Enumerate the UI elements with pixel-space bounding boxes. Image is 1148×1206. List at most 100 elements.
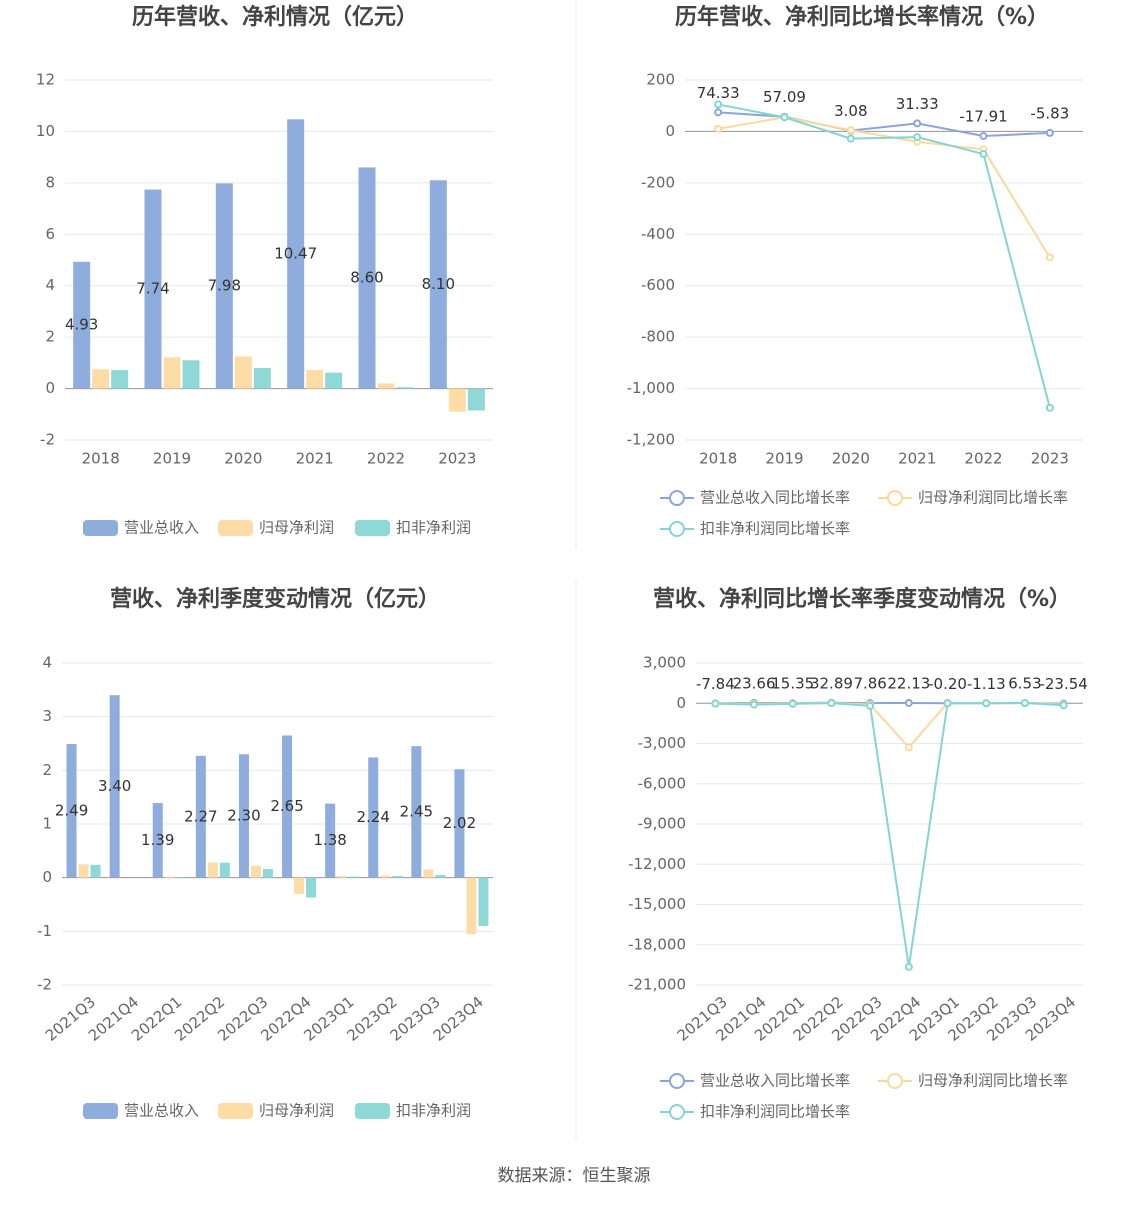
bar [423,869,434,878]
chart-title: 历年营收、净利情况（亿元） [132,4,418,30]
legend-swatch [83,520,118,536]
bar [380,875,391,878]
y-tick-label: 1 [42,815,52,833]
bar [392,876,403,878]
data-label: 2.02 [443,814,476,832]
legend-swatch [355,520,390,536]
point [1059,701,1068,710]
legend-label: 营业总收入 [124,1102,199,1120]
point [1045,403,1054,412]
y-tick-label: -12,000 [628,855,686,873]
data-label: 23.66 [733,674,776,692]
point [979,132,988,141]
data-label: 4.93 [65,316,98,334]
y-tick-label: 200 [646,71,675,89]
point [714,124,723,133]
bar [287,119,305,389]
data-label: -0.20 [928,675,967,693]
chart-title: 历年营收、净利同比增长率情况（%） [675,4,1049,30]
bar [454,769,465,878]
bar [411,746,422,878]
point [711,699,720,708]
bar [238,754,249,878]
y-tick-label: 0 [665,122,675,140]
data-label: 1.39 [141,831,174,849]
bar [435,874,446,878]
y-tick-label: 10 [36,122,55,140]
point [714,108,723,117]
y-tick-label: 0 [676,694,686,712]
bar [66,744,77,878]
y-tick-label: -18,000 [628,935,686,953]
bar [109,695,120,878]
bar [306,877,317,898]
bar [448,388,466,412]
point [827,699,836,708]
x-tick-label: 2021 [296,450,334,468]
bar [337,876,348,878]
bar [152,803,163,878]
bar [207,862,218,878]
bar [396,387,414,389]
point [913,133,922,142]
bar [92,369,110,389]
point [1020,698,1029,707]
legend-swatch [669,1104,685,1120]
x-tick-label: 2022 [964,450,1002,468]
line [715,701,1064,750]
y-tick-label: -1 [37,922,52,940]
y-tick-label: -1,200 [627,431,675,449]
bar [111,370,129,389]
y-tick-label: -200 [641,173,675,191]
legend-label: 扣非净利润 [396,1102,471,1120]
data-label: 15.35 [771,675,814,693]
legend-label: 归母净利润 [259,519,334,537]
line [715,701,1064,968]
point [714,100,723,109]
bar [377,383,395,389]
legend-label: 营业总收入同比增长率 [700,1072,850,1090]
y-tick-label: -800 [641,328,675,346]
y-tick-label: 3 [42,707,52,725]
point [846,126,855,135]
point [866,701,875,710]
point [846,134,855,143]
point [1045,253,1054,262]
legend-swatch [669,490,685,506]
point [982,699,991,708]
y-tick-label: -2 [40,431,55,449]
legend-label: 营业总收入同比增长率 [700,489,850,507]
bar [250,865,261,878]
y-tick-label: 4 [42,654,52,672]
point [913,119,922,128]
data-label: 6.53 [1008,675,1041,693]
legend-label: 扣非净利润同比增长率 [700,1103,850,1121]
x-tick-label: 2020 [224,450,262,468]
y-tick-label: -600 [641,276,675,294]
data-label: 22.13 [887,674,930,692]
data-label: 3.40 [98,777,131,795]
data-label: -1.13 [967,675,1006,693]
data-label: 1.38 [313,831,346,849]
bar [234,356,252,389]
data-label: 32.89 [810,674,853,692]
bar [90,864,101,878]
y-tick-label: 12 [36,71,55,89]
y-tick-label: -21,000 [628,976,686,994]
data-label: 2.49 [55,801,88,819]
legend-label: 归母净利润同比增长率 [918,1072,1068,1090]
data-label: 2.24 [357,808,390,826]
legend-swatch [887,490,903,506]
point [788,699,797,708]
data-label: 10.47 [274,244,317,262]
data-label: 7.74 [136,280,169,298]
y-tick-label: 3,000 [643,654,686,672]
data-label: 74.33 [697,84,740,102]
data-label: 8.10 [422,275,455,293]
source-note: 数据来源：恒生聚源 [498,1166,651,1186]
bar [144,189,162,389]
y-tick-label: 0 [45,379,55,397]
bar [262,869,273,878]
